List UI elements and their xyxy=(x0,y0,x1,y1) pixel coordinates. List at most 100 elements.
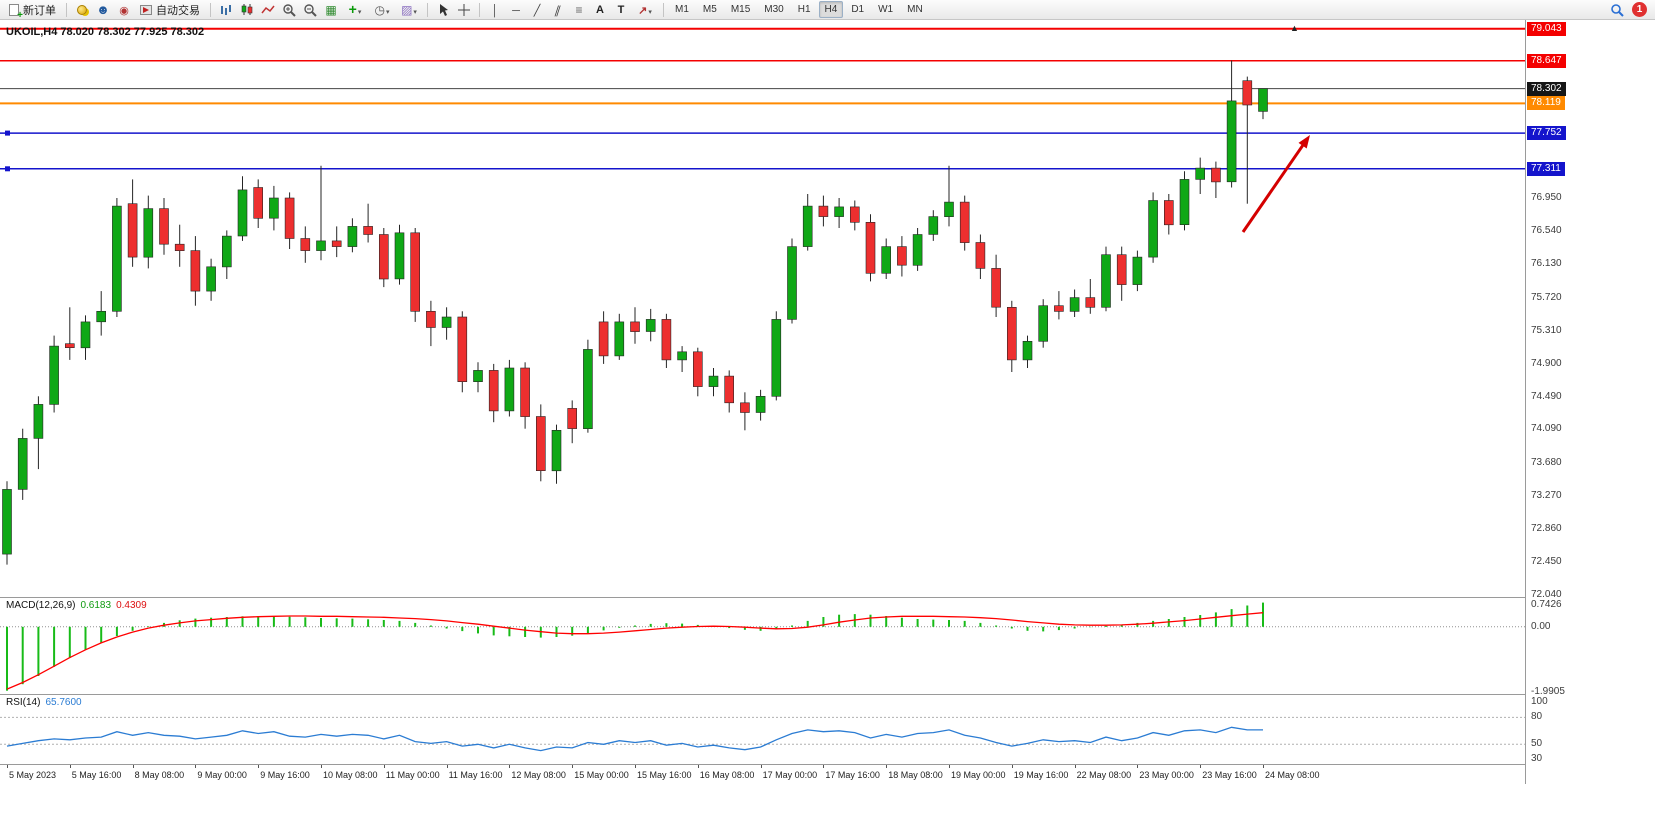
time-axis-tick xyxy=(446,765,448,768)
pane-divider[interactable] xyxy=(0,694,1655,695)
new-order-button[interactable]: 新订单 xyxy=(4,1,61,21)
time-axis-label: 9 May 16:00 xyxy=(260,770,310,780)
time-axis-label: 5 May 2023 xyxy=(9,770,57,780)
chart-window: UKOIL,H4 78.020 78.302 77.925 78.302 ▲ M… xyxy=(0,20,1655,827)
time-axis-label: 17 May 16:00 xyxy=(825,770,880,780)
zoom-out-button[interactable] xyxy=(300,1,320,19)
timeframe-button-h4[interactable]: H4 xyxy=(818,1,844,18)
crosshair-icon xyxy=(458,3,470,16)
price-chart-canvas[interactable] xyxy=(0,20,1525,597)
fibonacci-tool-button[interactable] xyxy=(569,1,589,19)
periods-button[interactable] xyxy=(369,1,395,19)
price-tag: 78.647 xyxy=(1527,53,1566,68)
timeframe-button-m5[interactable]: M5 xyxy=(697,1,723,18)
rsi-scale-label: 80 xyxy=(1531,711,1543,723)
price-scale[interactable]: 76.950 76.540 76.130 75.720 75.310 74.900 74.4… xyxy=(1525,20,1655,784)
horizontal-line-tool-button[interactable] xyxy=(506,1,526,19)
vertical-line-tool-button[interactable] xyxy=(485,1,505,19)
zoom-in-icon xyxy=(283,3,296,17)
bar-chart-mode-button[interactable] xyxy=(216,1,236,19)
macd-signal-value: 0.4309 xyxy=(116,600,147,611)
rsi-scale-label: 30 xyxy=(1531,753,1543,764)
clock-icon xyxy=(375,2,385,17)
coins-icon xyxy=(77,4,87,15)
timeframe-button-mn[interactable]: MN xyxy=(901,1,929,18)
price-scale-tick: 75.720 xyxy=(1531,291,1562,303)
record-icon xyxy=(119,2,129,17)
time-axis-label: 11 May 16:00 xyxy=(448,770,503,780)
toolbar-divider xyxy=(210,2,211,17)
rsi-chart-canvas[interactable] xyxy=(0,695,1525,764)
timeframe-button-m1[interactable]: M1 xyxy=(669,1,695,18)
price-scale-tick: 73.270 xyxy=(1531,489,1562,501)
timeframe-button-m15[interactable]: M15 xyxy=(725,1,756,18)
horizontal-line-icon xyxy=(512,2,520,17)
macd-scale-label: 0.00 xyxy=(1531,620,1551,632)
price-scale-tick: 72.860 xyxy=(1531,523,1562,535)
time-axis-label: 19 May 00:00 xyxy=(951,770,1006,780)
arrows-tool-button[interactable] xyxy=(632,1,658,19)
time-axis-label: 11 May 00:00 xyxy=(385,770,440,780)
market-watch-button[interactable] xyxy=(72,1,92,19)
rsi-pane: RSI(14) 65.7600 xyxy=(0,695,1525,764)
time-axis-tick xyxy=(697,765,699,768)
channel-icon xyxy=(555,2,561,17)
new-order-label: 新订单 xyxy=(23,4,56,17)
price-tag: 77.311 xyxy=(1527,161,1565,176)
line-chart-mode-button[interactable] xyxy=(258,1,278,19)
timeframe-button-w1[interactable]: W1 xyxy=(872,1,899,18)
candlestick-mode-button[interactable] xyxy=(237,1,257,19)
chart-shift-marker[interactable]: ▲ xyxy=(1290,23,1299,33)
price-scale-tick: 74.900 xyxy=(1531,357,1562,369)
bar-chart-icon xyxy=(221,4,231,15)
macd-name: MACD(12,26,9) xyxy=(6,600,76,611)
time-axis-tick xyxy=(635,765,636,768)
add-indicator-icon xyxy=(349,2,357,17)
search-icon xyxy=(1611,3,1624,17)
time-axis-label: 22 May 08:00 xyxy=(1076,770,1132,780)
time-axis-tick xyxy=(572,765,574,768)
cursor-tool-button[interactable] xyxy=(433,1,453,19)
price-tag: 79.043 xyxy=(1527,21,1566,36)
indicators-button[interactable] xyxy=(342,1,368,19)
price-scale-tick: 75.310 xyxy=(1531,324,1562,336)
time-axis-tick xyxy=(760,765,762,768)
time-axis[interactable]: 5 May 2023 5 May 16:00 8 May 08:00 9 May 00… xyxy=(0,765,1525,784)
time-axis-label: 18 May 08:00 xyxy=(888,770,943,780)
crosshair-tool-button[interactable] xyxy=(454,1,474,19)
chevron-down-icon xyxy=(385,2,390,17)
cursor-icon xyxy=(440,3,448,16)
time-axis-label: 19 May 16:00 xyxy=(1013,770,1069,780)
candlestick-icon xyxy=(241,4,253,15)
timeframe-button-m30[interactable]: M30 xyxy=(758,1,789,18)
time-axis-tick xyxy=(321,765,322,768)
time-axis-label: 24 May 08:00 xyxy=(1265,770,1320,780)
timeframe-button-d1[interactable]: D1 xyxy=(845,1,870,18)
notification-badge[interactable]: 1 xyxy=(1632,2,1647,17)
channel-tool-button[interactable] xyxy=(548,1,568,19)
time-axis-tick xyxy=(949,765,950,768)
toolbar-divider xyxy=(663,2,664,17)
price-tag: 78.119 xyxy=(1527,96,1565,111)
toolbar-divider xyxy=(479,2,480,17)
macd-chart-canvas[interactable] xyxy=(0,598,1525,694)
timeframe-button-h1[interactable]: H1 xyxy=(792,1,817,18)
time-axis-tick xyxy=(383,765,385,768)
tile-windows-button[interactable] xyxy=(321,1,341,19)
zoom-in-button[interactable] xyxy=(279,1,299,19)
text-label-tool-button[interactable]: T xyxy=(611,1,631,19)
notifications-button[interactable] xyxy=(114,1,134,19)
time-axis-label: 5 May 16:00 xyxy=(71,770,122,780)
text-tool-button[interactable]: A xyxy=(590,1,610,19)
template-icon xyxy=(401,2,412,17)
person-icon xyxy=(96,2,110,17)
search-button[interactable] xyxy=(1607,1,1627,19)
tile-windows-icon xyxy=(325,2,336,17)
templates-button[interactable] xyxy=(396,1,422,19)
trendline-tool-button[interactable] xyxy=(527,1,547,19)
auto-trading-button[interactable]: 自动交易 xyxy=(135,1,205,19)
accounts-button[interactable] xyxy=(93,1,113,19)
time-axis-label: 8 May 08:00 xyxy=(134,770,185,780)
pane-divider[interactable] xyxy=(0,597,1655,598)
